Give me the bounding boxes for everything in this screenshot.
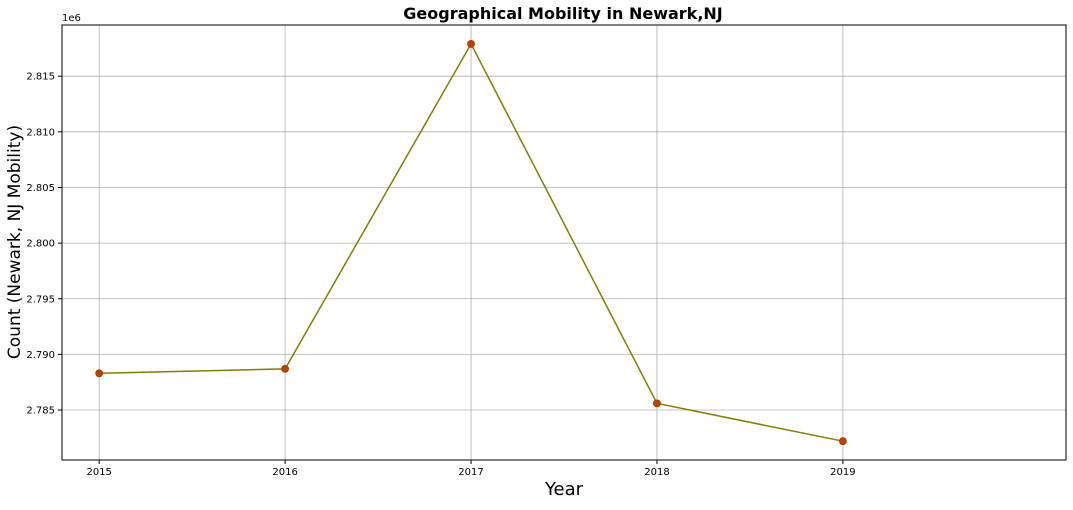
data-markers bbox=[95, 40, 847, 446]
x-axis-ticks: 2015 2016 2017 2018 2019 bbox=[86, 460, 856, 478]
grid-lines bbox=[62, 25, 1066, 460]
data-point-marker bbox=[467, 40, 475, 48]
y-tick-label: 2.815 bbox=[26, 72, 55, 83]
x-tick-label: 2015 bbox=[86, 467, 111, 478]
y-tick-label: 2.795 bbox=[26, 294, 55, 305]
y-axis-offset-label: 1e6 bbox=[62, 13, 81, 24]
y-tick-label: 2.805 bbox=[26, 183, 55, 194]
y-tick-label: 2.800 bbox=[26, 239, 55, 250]
y-axis-ticks: 2.785 2.790 2.795 2.800 2.805 2.810 2.815 bbox=[26, 72, 62, 417]
y-tick-label: 2.810 bbox=[26, 127, 55, 138]
data-point-marker bbox=[281, 364, 290, 373]
data-point-marker bbox=[95, 369, 104, 378]
x-axis-label: Year bbox=[544, 479, 584, 500]
chart-title: Geographical Mobility in Newark,NJ bbox=[403, 4, 722, 23]
data-point-marker bbox=[653, 399, 661, 408]
x-tick-label: 2016 bbox=[272, 467, 297, 478]
y-tick-label: 2.790 bbox=[26, 350, 55, 361]
plot-area-frame bbox=[61, 24, 1067, 461]
y-axis-label: Count (Newark, NJ Mobility) bbox=[5, 125, 25, 359]
x-tick-label: 2018 bbox=[644, 467, 669, 478]
data-point-marker bbox=[838, 437, 847, 446]
x-tick-label: 2019 bbox=[830, 467, 855, 478]
y-tick-label: 2.785 bbox=[26, 406, 55, 417]
x-tick-label: 2017 bbox=[458, 467, 483, 478]
data-series bbox=[95, 40, 847, 446]
